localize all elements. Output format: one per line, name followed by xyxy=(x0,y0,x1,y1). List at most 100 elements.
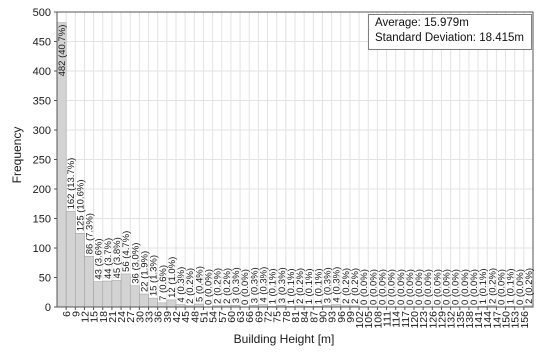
bar-value-label: 2 (0.2%) xyxy=(213,268,224,304)
y-tick-label: 250 xyxy=(33,155,51,167)
y-tick-label: 400 xyxy=(33,66,51,78)
bar-value-label: 0 (0.0%) xyxy=(451,269,462,305)
x-tick-label: 156 xyxy=(519,311,531,329)
std-dev-text: Standard Deviation: 18.415m xyxy=(375,32,524,44)
bar-value-label: 0 (0.0%) xyxy=(368,269,379,305)
bar-value-label: 1 (0.1%) xyxy=(286,269,297,305)
bar-value-label: 0 (0.0%) xyxy=(460,269,471,305)
bar-value-label: 0 (0.0%) xyxy=(204,269,215,305)
histogram-bar xyxy=(129,285,140,308)
bar-value-label: 0 (0.0%) xyxy=(469,269,480,305)
x-tick-label: 12 xyxy=(79,311,91,323)
grid-lines xyxy=(57,11,533,308)
x-tick-labels: 6912151821242730333639424548515457606366… xyxy=(61,307,531,329)
x-tick-label: 126 xyxy=(427,311,439,329)
bar-value-label: 2 (0.2%) xyxy=(487,268,498,304)
x-tick-label: 114 xyxy=(391,311,403,328)
bar-data-labels: 482 (40.7%) 162 (13.7%)125 (10.6%)86 (7.3… xyxy=(57,25,535,305)
x-tick-label: 84 xyxy=(299,311,311,323)
x-tick-label: 81 xyxy=(290,311,302,323)
bar-value-label: 0 (0.0%) xyxy=(405,269,416,305)
histogram-bars xyxy=(56,22,534,308)
bar-value-label: 3 (0.3%) xyxy=(231,267,242,303)
x-tick-label: 87 xyxy=(308,311,320,323)
x-tick-label: 54 xyxy=(208,311,220,323)
x-tick-label: 108 xyxy=(372,311,384,329)
x-tick-label: 57 xyxy=(217,311,229,323)
bar-value-label: 43 (3.6%) xyxy=(94,238,105,279)
x-tick-label: 39 xyxy=(162,311,174,323)
bar-value-label: 3 (0.3%) xyxy=(277,267,288,303)
bar-value-label: 0 (0.0%) xyxy=(359,269,370,305)
bar-value-label: 0 (0.0%) xyxy=(396,269,407,305)
x-tick-label: 9 xyxy=(70,311,82,317)
bar-value-label: 86 (7.3%) xyxy=(85,213,96,254)
x-tick-label: 63 xyxy=(235,311,247,323)
bar-value-label: 2 (0.2%) xyxy=(524,268,535,304)
histogram-bar xyxy=(102,280,113,308)
histogram-bar xyxy=(157,302,168,308)
bar-value-label: 12 (1.0%) xyxy=(167,257,178,298)
bar-value-label: 2 (0.2%) xyxy=(341,268,352,304)
x-tick-label: 144 xyxy=(482,311,494,329)
statistics-box: Average: 15.979m Standard Deviation: 18.… xyxy=(368,14,532,50)
x-tick-label: 141 xyxy=(473,311,485,329)
histogram-bar xyxy=(139,293,149,308)
x-tick-label: 60 xyxy=(226,311,238,323)
x-axis-label: Building Height [m] xyxy=(234,332,335,346)
x-tick-label: 90 xyxy=(317,311,329,323)
x-tick-label: 27 xyxy=(125,311,137,323)
bar-value-label: 0 (0.0%) xyxy=(432,269,443,305)
bar-value-label: 22 (1.9%) xyxy=(139,251,150,292)
bar-value-label: 0 (0.0%) xyxy=(387,269,398,305)
x-tick-label: 36 xyxy=(153,311,165,323)
x-tick-label: 24 xyxy=(116,311,128,323)
x-tick-label: 48 xyxy=(189,311,201,323)
bar-value-label: 1 (0.1%) xyxy=(506,269,517,305)
x-tick-label: 72 xyxy=(263,311,275,323)
x-tick-label: 129 xyxy=(436,311,448,329)
y-tick-label: 500 xyxy=(33,7,51,19)
x-tick-label: 51 xyxy=(198,311,210,323)
bar-value-label: 1 (0.1%) xyxy=(313,269,324,305)
x-tick-label: 78 xyxy=(281,311,293,323)
x-tick-label: 99 xyxy=(345,311,357,323)
bar-value-label: 56 (4.7%) xyxy=(121,231,132,272)
bar-value-label: 0 (0.0%) xyxy=(515,269,526,305)
x-tick-label: 117 xyxy=(400,311,412,328)
bar-value-label: 36 (3.0%) xyxy=(130,243,141,284)
bar-value-label: 3 (0.3%) xyxy=(323,267,334,303)
histogram-bar xyxy=(65,211,76,308)
x-tick-label: 45 xyxy=(180,311,192,323)
x-tick-label: 30 xyxy=(134,311,146,323)
y-tick-labels: 0 50 100 150 200 250 300 350 400 450 500 xyxy=(33,7,57,314)
x-tick-label: 18 xyxy=(98,311,110,323)
y-tick-label: 350 xyxy=(33,96,51,108)
x-tick-label: 69 xyxy=(253,311,265,323)
x-tick-label: 111 xyxy=(382,311,394,327)
average-text: Average: 15.979m xyxy=(375,17,469,29)
y-tick-label: 0 xyxy=(45,302,51,314)
y-axis-label: Frequency xyxy=(10,127,24,184)
bar-value-label: 0 (0.0%) xyxy=(442,269,453,305)
bar-value-label: 125 (10.6%) xyxy=(75,179,86,231)
x-tick-label: 33 xyxy=(144,311,156,323)
bar-value-label: 3 (0.3%) xyxy=(249,267,260,303)
x-tick-label: 96 xyxy=(336,311,348,323)
x-tick-label: 75 xyxy=(272,311,284,323)
bar-value-label: 2 (0.2%) xyxy=(295,268,306,304)
bar-value-label: 0 (0.0%) xyxy=(414,269,425,305)
bar-value-label: 0 (0.0%) xyxy=(423,269,434,305)
y-tick-label: 300 xyxy=(33,125,51,137)
histogram-bar xyxy=(148,297,158,308)
x-tick-label: 66 xyxy=(244,311,256,323)
y-tick-label: 150 xyxy=(33,214,51,226)
bar-value-label: 44 (3.7%) xyxy=(103,238,114,279)
x-tick-label: 147 xyxy=(491,311,503,329)
bar-value-label: 15 (1.3%) xyxy=(149,255,160,296)
bar-value-label: 4 (0.3%) xyxy=(176,267,187,303)
x-tick-label: 42 xyxy=(171,311,183,323)
bar-value-label: 1 (0.1%) xyxy=(304,269,315,305)
